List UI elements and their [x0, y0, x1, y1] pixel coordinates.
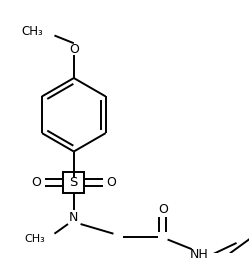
- Text: NH: NH: [189, 247, 208, 260]
- Text: S: S: [69, 176, 78, 189]
- Text: O: O: [106, 176, 116, 189]
- Text: O: O: [157, 203, 167, 216]
- Text: CH₃: CH₃: [21, 25, 43, 38]
- Text: O: O: [69, 43, 78, 56]
- Text: N: N: [69, 211, 78, 224]
- Text: CH₃: CH₃: [24, 234, 45, 244]
- Text: O: O: [31, 176, 41, 189]
